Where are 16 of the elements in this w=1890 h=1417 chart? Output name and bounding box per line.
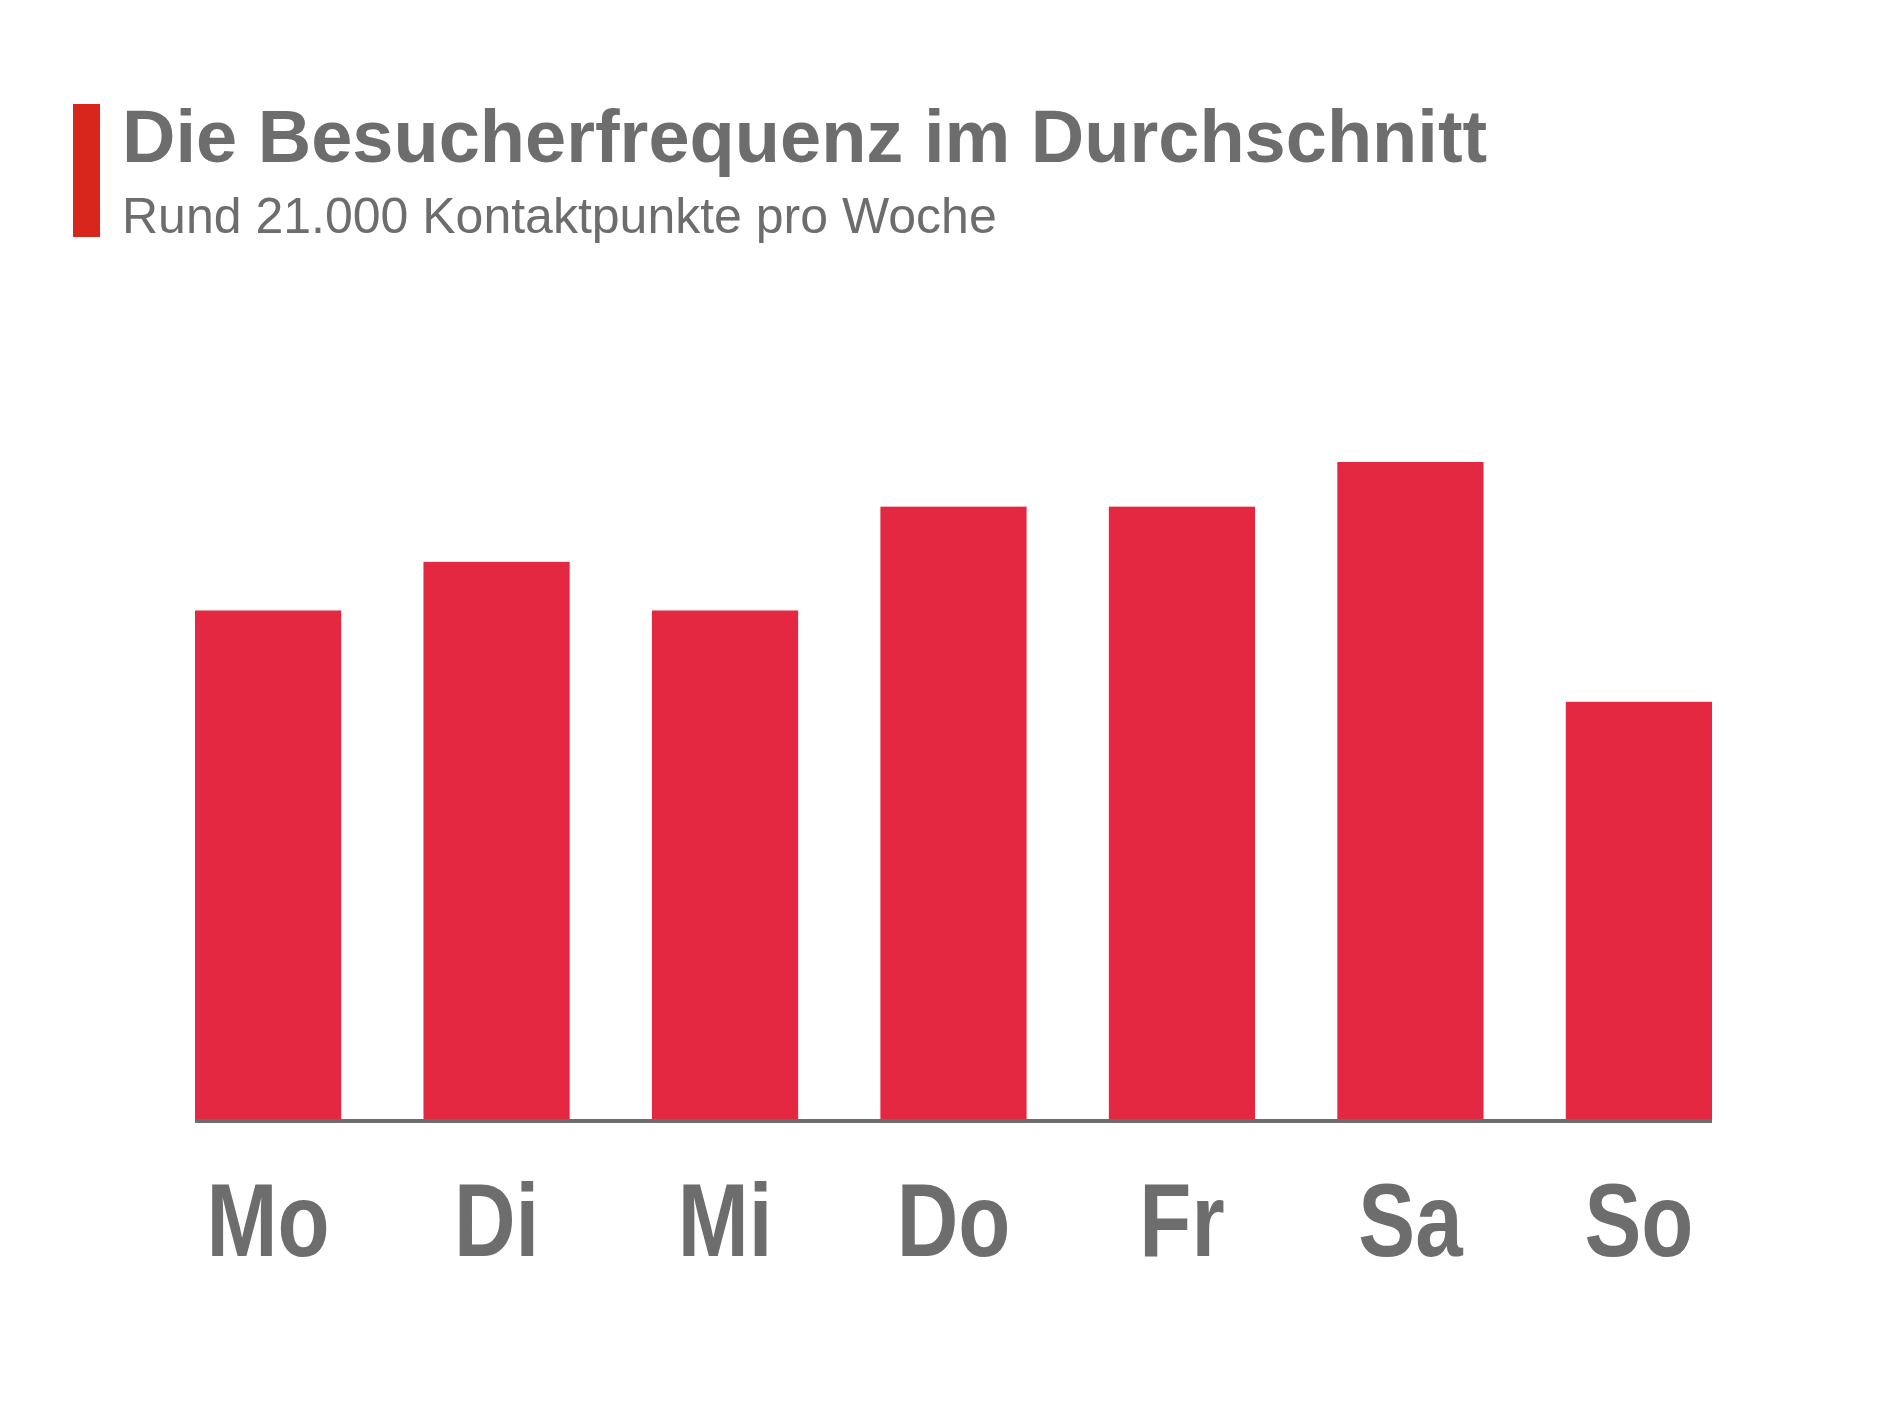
bar xyxy=(423,561,570,1119)
x-tick-label: Mo xyxy=(206,1161,330,1278)
x-tick-label: Di xyxy=(453,1161,540,1278)
chart-title: Die Besucherfrequenz im Durchschnitt xyxy=(122,95,1488,178)
bar xyxy=(1337,462,1484,1119)
x-tick-label: Fr xyxy=(1139,1161,1225,1278)
chart-subtitle: Rund 21.000 Kontaktpunkte pro Woche xyxy=(122,188,997,244)
x-tick-label: Sa xyxy=(1358,1161,1464,1278)
bar xyxy=(880,506,1027,1119)
x-tick-label: Mi xyxy=(677,1161,773,1278)
bar xyxy=(1108,506,1256,1119)
x-tick-label: So xyxy=(1584,1161,1694,1278)
bar xyxy=(1565,701,1712,1119)
bar xyxy=(195,610,342,1119)
bar xyxy=(651,610,799,1119)
x-tick-label: Do xyxy=(896,1161,1011,1278)
